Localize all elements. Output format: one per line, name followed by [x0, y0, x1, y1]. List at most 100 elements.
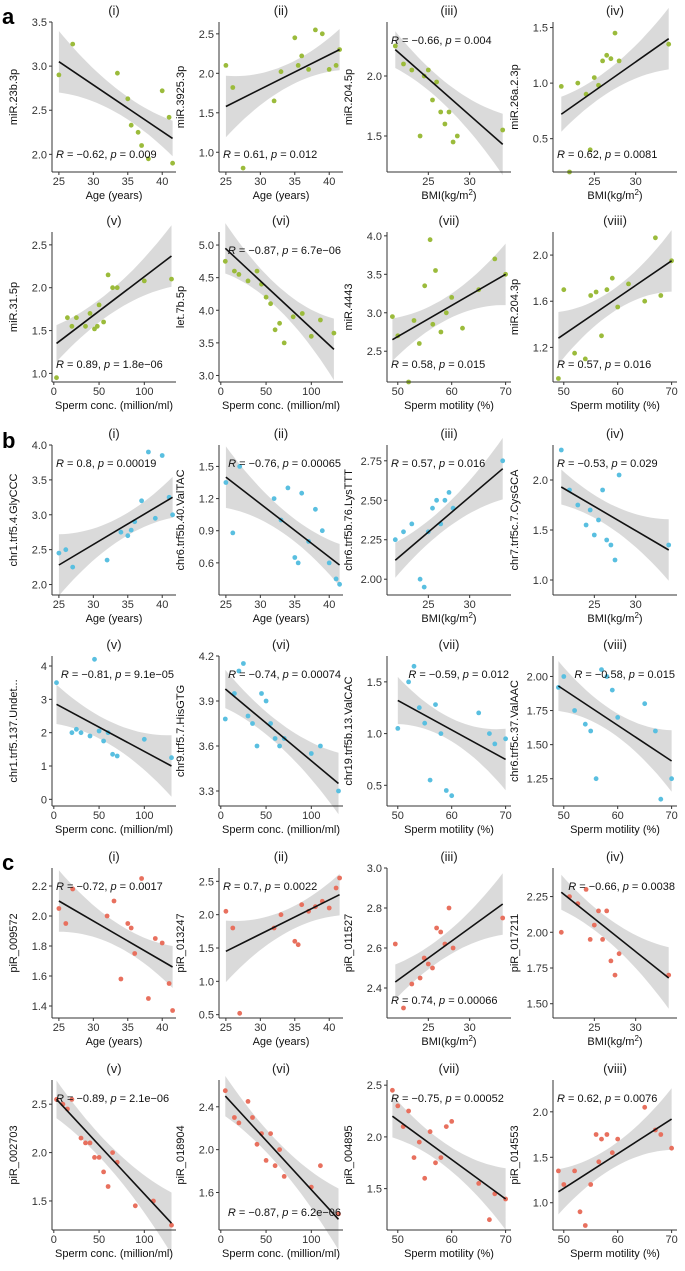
stat-annotation: R = −0.76, p = 0.00065 [228, 458, 341, 470]
y-axis-title: miR.23b.3p [8, 69, 20, 125]
subpanel-label: (ii) [274, 426, 288, 441]
subpanel-label: (v) [106, 637, 121, 652]
data-point [146, 156, 151, 162]
plot-c-4: 25 30 1.50 1.75 2.00 2.25 (iv) BMI(kg/m2) piR_01… [509, 849, 677, 1048]
plot-a-1: 25 30 35 40 2.0 2.5 3.0 3.5 (i) Age (years) miR.23… [8, 3, 176, 202]
data-point [421, 584, 427, 590]
x-tick-label: 25 [422, 599, 434, 611]
data-point [70, 564, 76, 570]
plot-c-5: 0 50 100 1.5 2.0 2.5 (v) Sperm conc. (million/m… [8, 1061, 176, 1260]
y-tick-label: 2 [41, 728, 47, 740]
data-point [443, 1124, 449, 1129]
subpanel-label: (vii) [439, 637, 460, 652]
data-point [74, 315, 79, 321]
data-point [427, 777, 433, 783]
data-point [454, 133, 460, 139]
data-point [476, 710, 482, 716]
x-axis-title: Sperm motility (%) [404, 824, 494, 836]
data-point [125, 533, 131, 539]
x-axis-title: Age (years) [86, 613, 143, 625]
x-tick-label: 100 [302, 386, 320, 398]
data-point [277, 743, 282, 749]
data-point [500, 458, 506, 464]
data-point [558, 84, 564, 89]
data-point [503, 736, 508, 742]
x-axis-title: BMI(kg/m2) [421, 188, 476, 203]
y-axis-title: chr19.trf5b.13.ValCAC [343, 676, 355, 785]
data-point [111, 898, 117, 904]
x-tick-label: 0 [218, 810, 224, 822]
data-point [87, 1140, 93, 1146]
y-tick-label: 2.0 [32, 580, 47, 592]
data-point [575, 502, 581, 508]
x-axis-title: Sperm conc. (million/ml) [55, 1248, 173, 1260]
data-point [411, 663, 417, 669]
data-point [642, 1104, 648, 1110]
x-tick-label: 30 [630, 176, 642, 188]
data-point [449, 1119, 455, 1124]
panel-letter-c: c [2, 850, 14, 875]
y-tick-label: 2.5 [367, 1080, 382, 1092]
x-axis-title: BMI(kg/m2) [421, 611, 476, 626]
y-tick-label: 1.25 [527, 774, 548, 786]
data-point [271, 496, 277, 501]
data-point [223, 480, 229, 485]
x-tick-label: 25 [53, 1022, 65, 1034]
x-tick-label: 50 [392, 1234, 404, 1246]
data-point [299, 53, 305, 59]
y-tick-label: 1.5 [367, 1184, 382, 1196]
data-point [308, 751, 314, 756]
y-axis-title: piR_002703 [8, 1125, 20, 1184]
stat-annotation: R = −0.66, p = 0.0038 [568, 881, 675, 893]
y-tick-label: 1.6 [199, 1188, 214, 1200]
data-point [254, 1141, 260, 1147]
x-axis-title: Sperm conc. (million/ml) [222, 1248, 340, 1260]
data-point [170, 512, 176, 518]
regression-line [557, 1118, 673, 1193]
data-point [146, 449, 151, 455]
data-point [128, 122, 134, 128]
x-tick-label: 70 [665, 1234, 677, 1246]
data-point [110, 285, 115, 291]
data-point [295, 560, 301, 566]
x-axis-title: Sperm motility (%) [404, 1248, 494, 1260]
data-point [438, 109, 444, 115]
y-tick-label: 0 [41, 794, 47, 806]
y-tick-label: 1.2 [533, 342, 548, 354]
data-point [230, 925, 236, 931]
data-point [125, 921, 131, 926]
data-point [54, 375, 59, 381]
y-tick-label: 1.0 [199, 147, 214, 159]
y-tick-label: 1.5 [533, 525, 548, 537]
confidence-band [397, 676, 506, 791]
data-point [326, 560, 332, 566]
data-point [118, 529, 124, 535]
subpanel-label: (vi) [272, 637, 290, 652]
data-point [626, 281, 631, 287]
y-tick-label: 4.0 [199, 305, 214, 317]
confidence-band [561, 874, 669, 1009]
stat-annotation: R = 0.8, p = 0.00019 [56, 458, 156, 470]
data-point [146, 996, 151, 1001]
plots-container: 25 30 35 402.02.53.03.5(i)Age (years)miR.23… [8, 3, 678, 1260]
x-axis-title: Age (years) [86, 1036, 143, 1048]
data-point [596, 908, 601, 914]
regression-line [56, 255, 172, 345]
x-axis-title: BMI(kg/m2) [587, 611, 642, 626]
data-point [94, 323, 100, 329]
x-axis-title: BMI(kg/m2) [587, 188, 642, 203]
data-point [653, 235, 658, 241]
y-tick-label: 2.0 [199, 910, 214, 922]
stat-annotation: R = −0.62, p = 0.009 [56, 149, 157, 161]
y-axis-title: chr9.trf5.7.HisGTG [175, 685, 187, 777]
y-tick-label: 2.5 [199, 29, 214, 41]
y-tick-label: 1.0 [533, 78, 548, 90]
data-point [240, 165, 246, 171]
stat-annotation: R = −0.53, p = 0.029 [557, 458, 658, 470]
data-point [443, 788, 449, 793]
data-point [556, 376, 561, 381]
y-tick-label: 4.0 [32, 440, 47, 452]
data-point [159, 88, 165, 94]
data-point [556, 1168, 561, 1174]
x-tick-label: 30 [254, 176, 266, 188]
